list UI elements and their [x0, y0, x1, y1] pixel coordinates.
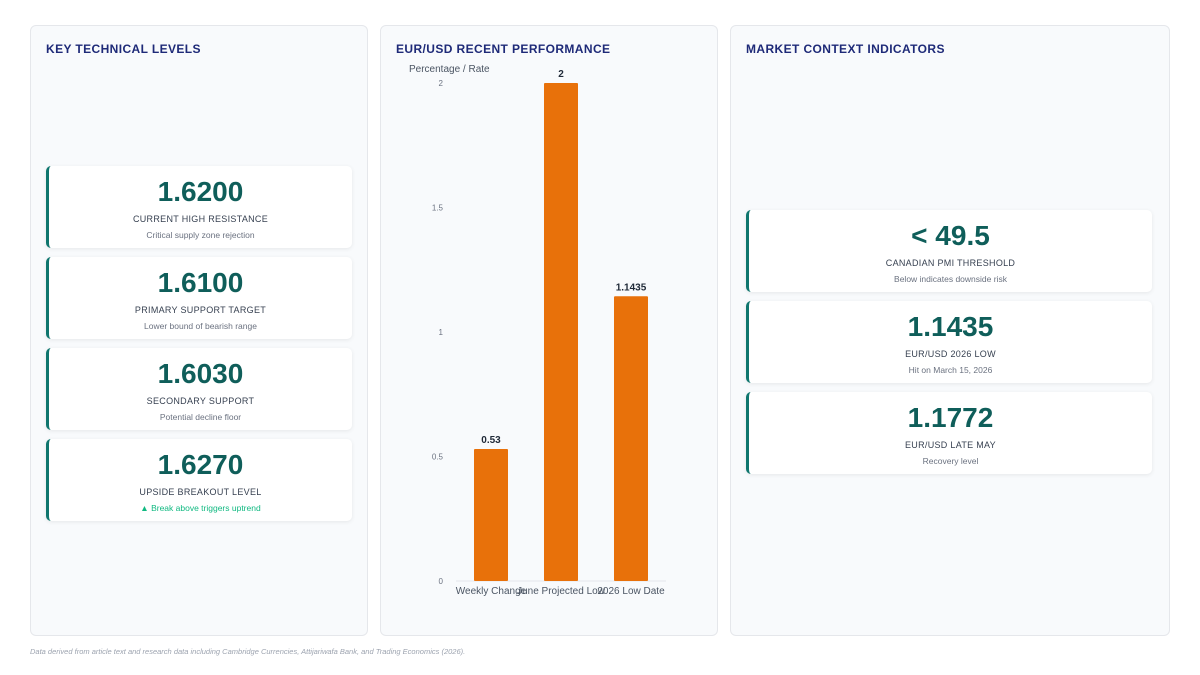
market-context-panel: MARKET CONTEXT INDICATORS < 49.5 CANADIA… [730, 25, 1170, 636]
level-card-upside-breakout: 1.6270 UPSIDE BREAKOUT LEVEL ▲ Break abo… [46, 439, 352, 521]
panel-title: KEY TECHNICAL LEVELS [46, 42, 201, 56]
context-value: < 49.5 [911, 220, 990, 251]
context-value: 1.1435 [907, 311, 994, 342]
bar [474, 449, 508, 581]
context-description: Below indicates downside risk [894, 274, 1007, 284]
level-value: 1.6030 [157, 358, 244, 389]
y-tick-label: 0.5 [432, 453, 444, 462]
source-footnote: Data derived from article text and resea… [30, 647, 466, 656]
context-description: Recovery level [922, 456, 979, 466]
level-label: PRIMARY SUPPORT TARGET [134, 305, 267, 315]
y-tick-label: 1.5 [432, 204, 444, 213]
y-tick-label: 1 [439, 328, 444, 337]
context-label: EUR/USD LATE MAY [905, 440, 996, 450]
level-label: SECONDARY SUPPORT [146, 396, 255, 406]
context-label: CANADIAN PMI THRESHOLD [885, 258, 1016, 268]
x-tick-label: 2026 Low Date [597, 586, 665, 597]
bar [544, 83, 578, 581]
level-value: 1.6270 [157, 449, 244, 480]
level-card-primary-support: 1.6100 PRIMARY SUPPORT TARGET Lower boun… [46, 257, 352, 339]
bar-value-label: 0.53 [481, 435, 501, 446]
level-label: UPSIDE BREAKOUT LEVEL [139, 487, 262, 497]
eurusd-performance-panel: EUR/USD RECENT PERFORMANCE Percentage / … [380, 25, 718, 636]
level-label: CURRENT HIGH RESISTANCE [132, 214, 269, 224]
context-value: 1.1772 [907, 402, 994, 433]
y-tick-label: 2 [439, 79, 444, 88]
context-card-canadian-pmi: < 49.5 CANADIAN PMI THRESHOLD Below indi… [746, 210, 1152, 292]
y-tick-label: 0 [439, 577, 444, 586]
level-description: Potential decline floor [159, 412, 242, 422]
level-card-high-resistance: 1.6200 CURRENT HIGH RESISTANCE Critical … [46, 166, 352, 248]
level-description: Lower bound of bearish range [144, 321, 257, 331]
context-card-late-may: 1.1772 EUR/USD LATE MAY Recovery level [746, 392, 1152, 474]
level-description: ▲ Break above triggers uptrend [140, 503, 261, 513]
context-description: Hit on March 15, 2026 [908, 365, 993, 375]
bar [614, 296, 648, 581]
y-axis-label: Percentage / Rate [409, 64, 490, 75]
context-label: EUR/USD 2026 LOW [905, 349, 996, 359]
panel-title: EUR/USD RECENT PERFORMANCE [396, 42, 611, 56]
level-value: 1.6100 [157, 267, 244, 298]
level-value: 1.6200 [157, 176, 244, 207]
x-tick-label: June Projected Low [517, 586, 606, 597]
performance-bar-chart: Percentage / Rate 0 0.5 1 1.5 2 0.53 Weekly Cha… [409, 64, 666, 597]
level-card-secondary-support: 1.6030 SECONDARY SUPPORT Potential decli… [46, 348, 352, 430]
key-technical-levels-panel: KEY TECHNICAL LEVELS 1.6200 CURRENT HIGH… [30, 25, 368, 636]
level-description: Critical supply zone rejection [146, 230, 255, 240]
context-card-2026-low: 1.1435 EUR/USD 2026 LOW Hit on March 15,… [746, 301, 1152, 383]
bar-value-label: 2 [558, 69, 564, 80]
panel-title: MARKET CONTEXT INDICATORS [746, 42, 945, 56]
bar-value-label: 1.1435 [616, 282, 647, 293]
x-tick-label: Weekly Change [456, 586, 527, 597]
